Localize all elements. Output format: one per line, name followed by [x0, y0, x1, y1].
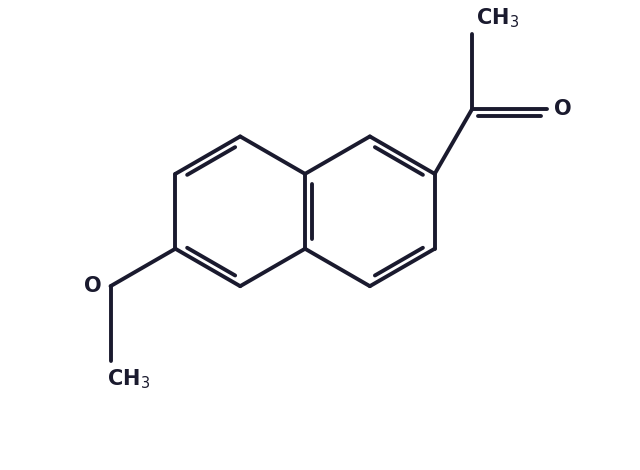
Text: CH$_3$: CH$_3$: [107, 367, 150, 391]
Text: CH$_3$: CH$_3$: [476, 7, 519, 31]
Text: O: O: [84, 276, 102, 296]
Text: O: O: [554, 99, 572, 119]
